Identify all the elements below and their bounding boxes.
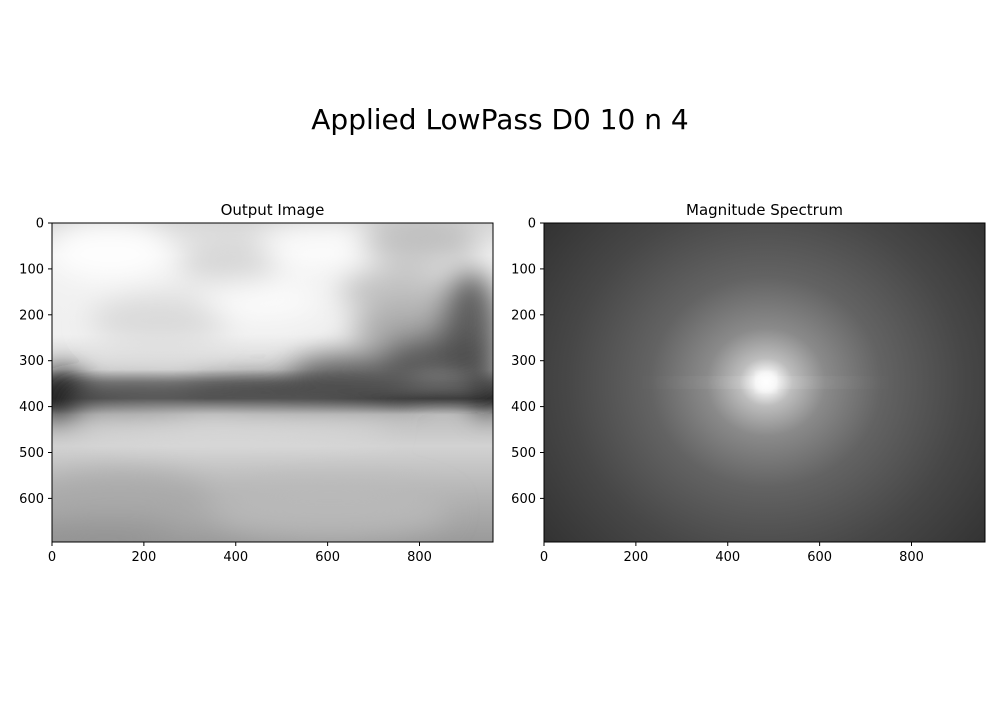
output-y-tick-label: 100 [19, 262, 44, 277]
spectrum-y-tick-label: 0 [528, 217, 536, 232]
spectrum-y-tick-label: 500 [511, 446, 536, 461]
output-axes-frame [51, 222, 494, 543]
output-y-tick-label: 0 [36, 217, 44, 232]
output-y-tick-label: 500 [19, 446, 44, 461]
spectrum-y-tick-label: 300 [511, 354, 536, 369]
output-x-tick-label: 600 [315, 550, 340, 565]
output-y-tick-label: 300 [19, 354, 44, 369]
output-x-tick-label: 400 [223, 550, 248, 565]
output-image-heatmap [52, 223, 493, 542]
spectrum-x-tick-label: 200 [623, 550, 648, 565]
figure-title: Applied LowPass D0 10 n 4 [311, 103, 689, 136]
output-axes-title: Output Image [221, 201, 325, 219]
spectrum-y-tick-label: 400 [511, 400, 536, 415]
spectrum-x-tick-label: 800 [899, 550, 924, 565]
spectrum-x-tick-label: 600 [807, 550, 832, 565]
magnitude-spectrum-heatmap [544, 223, 985, 542]
spectrum-y-tick-label: 600 [511, 492, 536, 507]
spectrum-x-tick-label: 400 [715, 550, 740, 565]
output-y-tick-label: 400 [19, 400, 44, 415]
output-x-tick-label: 0 [48, 550, 56, 565]
output-y-tick-label: 200 [19, 308, 44, 323]
output-y-tick-label: 600 [19, 492, 44, 507]
spectrum-axes-frame [543, 222, 986, 543]
spectrum-axes-title: Magnitude Spectrum [686, 201, 843, 219]
output-x-tick-label: 800 [407, 550, 432, 565]
spectrum-x-tick-label: 0 [540, 550, 548, 565]
spectrum-y-tick-label: 100 [511, 262, 536, 277]
output-x-tick-label: 200 [131, 550, 156, 565]
spectrum-y-tick-label: 200 [511, 308, 536, 323]
